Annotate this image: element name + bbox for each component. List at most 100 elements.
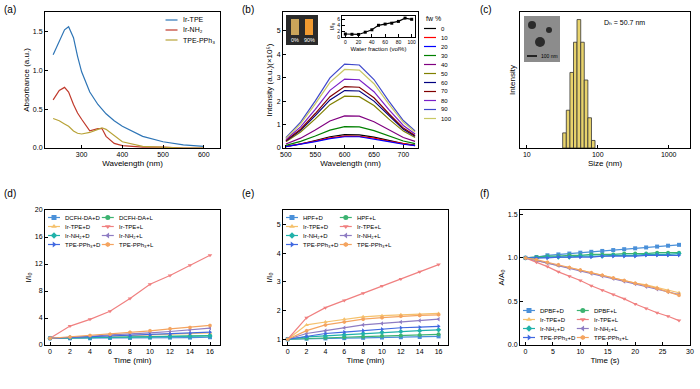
- svg-text:16: 16: [435, 348, 443, 355]
- svg-text:10: 10: [576, 348, 584, 355]
- svg-text:4: 4: [323, 348, 327, 355]
- svg-text:12: 12: [397, 348, 405, 355]
- svg-text:(f): (f): [480, 188, 489, 199]
- svg-text:0: 0: [344, 39, 347, 45]
- svg-text:Dₕ = 50.7 nm: Dₕ = 50.7 nm: [604, 19, 645, 26]
- svg-text:6: 6: [337, 16, 340, 22]
- svg-text:(d): (d): [4, 188, 16, 199]
- svg-text:Ir-TPE+D: Ir-TPE+D: [65, 224, 91, 230]
- svg-text:Time (min): Time (min): [347, 356, 385, 365]
- svg-text:300: 300: [76, 151, 88, 158]
- svg-text:DPBF+L: DPBF+L: [594, 308, 618, 314]
- svg-text:15: 15: [604, 348, 612, 355]
- svg-text:3: 3: [277, 74, 281, 81]
- svg-text:TPE-PPh₃+D: TPE-PPh₃+D: [65, 242, 101, 248]
- svg-text:500: 500: [157, 151, 169, 158]
- svg-text:2: 2: [305, 348, 309, 355]
- svg-text:0.0: 0.0: [33, 144, 43, 151]
- svg-text:10: 10: [441, 35, 448, 41]
- svg-text:4: 4: [277, 250, 281, 257]
- svg-text:HPF+L: HPF+L: [357, 215, 377, 221]
- svg-text:Absorbance (a.u.): Absorbance (a.u.): [22, 48, 31, 112]
- svg-text:30: 30: [441, 53, 448, 59]
- svg-text:Ir-NH₂+L: Ir-NH₂+L: [594, 326, 618, 332]
- svg-text:TPE-PPh₃+L: TPE-PPh₃+L: [119, 242, 154, 248]
- svg-text:500: 500: [280, 151, 292, 158]
- svg-text:8: 8: [128, 348, 132, 355]
- svg-text:Ir-NH₂+D: Ir-NH₂+D: [65, 233, 90, 239]
- svg-text:Ir-NH₂+D: Ir-NH₂+D: [540, 326, 565, 332]
- svg-text:100: 100: [441, 116, 452, 122]
- svg-text:4: 4: [337, 22, 340, 28]
- svg-text:8: 8: [361, 348, 365, 355]
- svg-text:Wavelength (nm): Wavelength (nm): [102, 159, 163, 168]
- svg-text:16: 16: [35, 233, 43, 240]
- svg-text:10: 10: [523, 151, 531, 158]
- svg-text:80: 80: [396, 39, 402, 45]
- svg-text:HPF+D: HPF+D: [303, 215, 324, 221]
- svg-text:2: 2: [337, 28, 340, 34]
- svg-text:1: 1: [277, 336, 281, 343]
- svg-text:20: 20: [356, 39, 362, 45]
- svg-text:I/I₀: I/I₀: [24, 273, 33, 283]
- svg-text:0: 0: [277, 144, 281, 151]
- svg-text:600: 600: [198, 151, 210, 158]
- svg-text:50: 50: [441, 71, 448, 77]
- svg-text:4: 4: [39, 314, 43, 321]
- svg-text:TPE-PPh₃+D: TPE-PPh₃+D: [303, 242, 339, 248]
- svg-text:DCFH-DA+D: DCFH-DA+D: [65, 215, 101, 221]
- svg-text:Ir-TPE+D: Ir-TPE+D: [303, 224, 329, 230]
- svg-text:(e): (e): [242, 188, 254, 199]
- svg-text:Intensity: Intensity: [508, 65, 517, 95]
- svg-text:5: 5: [277, 221, 281, 228]
- svg-text:0.5: 0.5: [508, 298, 518, 305]
- svg-text:Ir-TPE+L: Ir-TPE+L: [594, 317, 619, 323]
- svg-text:5: 5: [277, 27, 281, 34]
- svg-text:Ir-NH₂: Ir-NH₂: [183, 26, 203, 33]
- svg-text:8: 8: [39, 287, 43, 294]
- svg-text:12: 12: [166, 348, 174, 355]
- svg-text:14: 14: [186, 348, 194, 355]
- svg-text:5: 5: [551, 348, 555, 355]
- svg-text:Ir-TPE+D: Ir-TPE+D: [540, 317, 566, 323]
- svg-text:700: 700: [397, 151, 409, 158]
- svg-text:600: 600: [339, 151, 351, 158]
- svg-text:0: 0: [337, 34, 340, 40]
- svg-text:Time (s): Time (s): [590, 356, 619, 365]
- svg-text:TPE-PPh₃: TPE-PPh₃: [183, 37, 215, 44]
- svg-text:1.0: 1.0: [33, 67, 43, 74]
- svg-text:0: 0: [286, 348, 290, 355]
- svg-text:80: 80: [441, 98, 448, 104]
- svg-text:2: 2: [277, 98, 281, 105]
- svg-text:60: 60: [441, 80, 448, 86]
- svg-text:10: 10: [146, 348, 154, 355]
- svg-text:25: 25: [659, 348, 667, 355]
- svg-text:Wavelength (nm): Wavelength (nm): [320, 159, 381, 168]
- svg-text:30: 30: [686, 348, 694, 355]
- svg-text:fw %: fw %: [426, 15, 441, 22]
- svg-text:(c): (c): [480, 4, 492, 15]
- svg-text:DCFH-DA+L: DCFH-DA+L: [119, 215, 154, 221]
- svg-text:1: 1: [277, 121, 281, 128]
- svg-text:0.5: 0.5: [33, 106, 43, 113]
- svg-text:Ir-NH₂+D: Ir-NH₂+D: [303, 233, 328, 239]
- svg-text:0: 0: [441, 26, 445, 32]
- svg-text:TPE-PPh₃+D: TPE-PPh₃+D: [540, 335, 576, 341]
- svg-text:0: 0: [48, 348, 52, 355]
- svg-text:20: 20: [35, 206, 43, 213]
- svg-text:70: 70: [441, 88, 448, 94]
- svg-text:6: 6: [342, 348, 346, 355]
- svg-text:TPE-PPh₃+L: TPE-PPh₃+L: [357, 242, 392, 248]
- svg-text:12: 12: [35, 260, 43, 267]
- svg-text:60: 60: [382, 39, 388, 45]
- svg-text:(b): (b): [242, 4, 254, 15]
- svg-text:16: 16: [206, 348, 214, 355]
- svg-text:(a): (a): [4, 4, 16, 15]
- svg-text:0%: 0%: [291, 37, 299, 43]
- svg-text:550: 550: [309, 151, 321, 158]
- svg-text:Intensity (a.u.)(×10⁵): Intensity (a.u.)(×10⁵): [265, 43, 274, 116]
- svg-text:1000: 1000: [661, 151, 677, 158]
- svg-text:I/I₀: I/I₀: [265, 273, 274, 283]
- svg-text:Ir-TPE+L: Ir-TPE+L: [119, 224, 144, 230]
- svg-text:4: 4: [88, 348, 92, 355]
